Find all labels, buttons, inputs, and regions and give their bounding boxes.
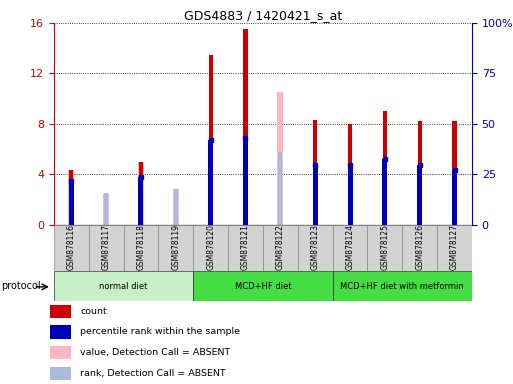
Text: MCD+HF diet with metformin: MCD+HF diet with metformin bbox=[341, 281, 464, 291]
Text: GSM878126: GSM878126 bbox=[415, 224, 424, 270]
Bar bbox=[69, 170, 73, 225]
Bar bbox=[418, 121, 422, 225]
Bar bbox=[452, 170, 457, 225]
Bar bbox=[348, 124, 352, 225]
Text: GSM878120: GSM878120 bbox=[206, 224, 215, 270]
Bar bbox=[54, 271, 193, 301]
Bar bbox=[124, 225, 159, 271]
Bar bbox=[382, 159, 387, 225]
Bar bbox=[174, 189, 177, 225]
Text: GSM878127: GSM878127 bbox=[450, 224, 459, 270]
Bar bbox=[383, 111, 387, 225]
Bar bbox=[139, 177, 144, 225]
Bar bbox=[139, 162, 143, 225]
Bar bbox=[69, 180, 74, 225]
Bar bbox=[193, 271, 332, 301]
Bar bbox=[50, 346, 71, 359]
Bar bbox=[54, 225, 89, 271]
Bar bbox=[313, 120, 317, 225]
Bar bbox=[298, 225, 332, 271]
Bar bbox=[89, 225, 124, 271]
Bar bbox=[367, 225, 402, 271]
Bar bbox=[209, 55, 213, 225]
Text: GSM878116: GSM878116 bbox=[67, 224, 76, 270]
Text: GSM878117: GSM878117 bbox=[102, 224, 111, 270]
Bar bbox=[104, 193, 108, 225]
Bar bbox=[263, 225, 298, 271]
Bar bbox=[402, 225, 437, 271]
Bar bbox=[452, 121, 457, 225]
Text: count: count bbox=[80, 307, 107, 316]
Bar bbox=[417, 166, 422, 225]
Bar bbox=[243, 138, 248, 225]
Text: rank, Detection Call = ABSENT: rank, Detection Call = ABSENT bbox=[80, 369, 226, 378]
Text: value, Detection Call = ABSENT: value, Detection Call = ABSENT bbox=[80, 348, 230, 357]
Text: GSM878118: GSM878118 bbox=[136, 224, 146, 270]
Bar bbox=[193, 225, 228, 271]
Bar bbox=[50, 325, 71, 339]
Bar bbox=[332, 271, 472, 301]
Text: GSM878125: GSM878125 bbox=[380, 224, 389, 270]
Bar bbox=[69, 180, 73, 225]
Bar bbox=[50, 367, 71, 380]
Bar bbox=[312, 166, 318, 225]
Bar bbox=[50, 305, 71, 318]
Bar bbox=[68, 170, 74, 225]
Bar bbox=[173, 189, 179, 225]
Text: percentile rank within the sample: percentile rank within the sample bbox=[80, 328, 240, 336]
Text: GSM878124: GSM878124 bbox=[346, 224, 354, 270]
Title: GDS4883 / 1420421_s_at: GDS4883 / 1420421_s_at bbox=[184, 9, 342, 22]
Text: GSM878119: GSM878119 bbox=[171, 224, 180, 270]
Bar bbox=[279, 152, 282, 225]
Text: MCD+HF diet: MCD+HF diet bbox=[234, 281, 291, 291]
Bar bbox=[243, 29, 248, 225]
Bar bbox=[138, 162, 144, 225]
Text: GSM878122: GSM878122 bbox=[276, 224, 285, 270]
Bar bbox=[278, 92, 283, 225]
Bar bbox=[347, 166, 352, 225]
Bar bbox=[208, 140, 213, 225]
Bar bbox=[159, 225, 193, 271]
Bar bbox=[103, 193, 109, 225]
Text: GSM878123: GSM878123 bbox=[311, 224, 320, 270]
Bar bbox=[437, 225, 472, 271]
Bar bbox=[139, 177, 143, 225]
Bar bbox=[332, 225, 367, 271]
Text: normal diet: normal diet bbox=[100, 281, 148, 291]
Bar bbox=[228, 225, 263, 271]
Text: protocol: protocol bbox=[2, 281, 41, 291]
Text: GSM878121: GSM878121 bbox=[241, 224, 250, 270]
